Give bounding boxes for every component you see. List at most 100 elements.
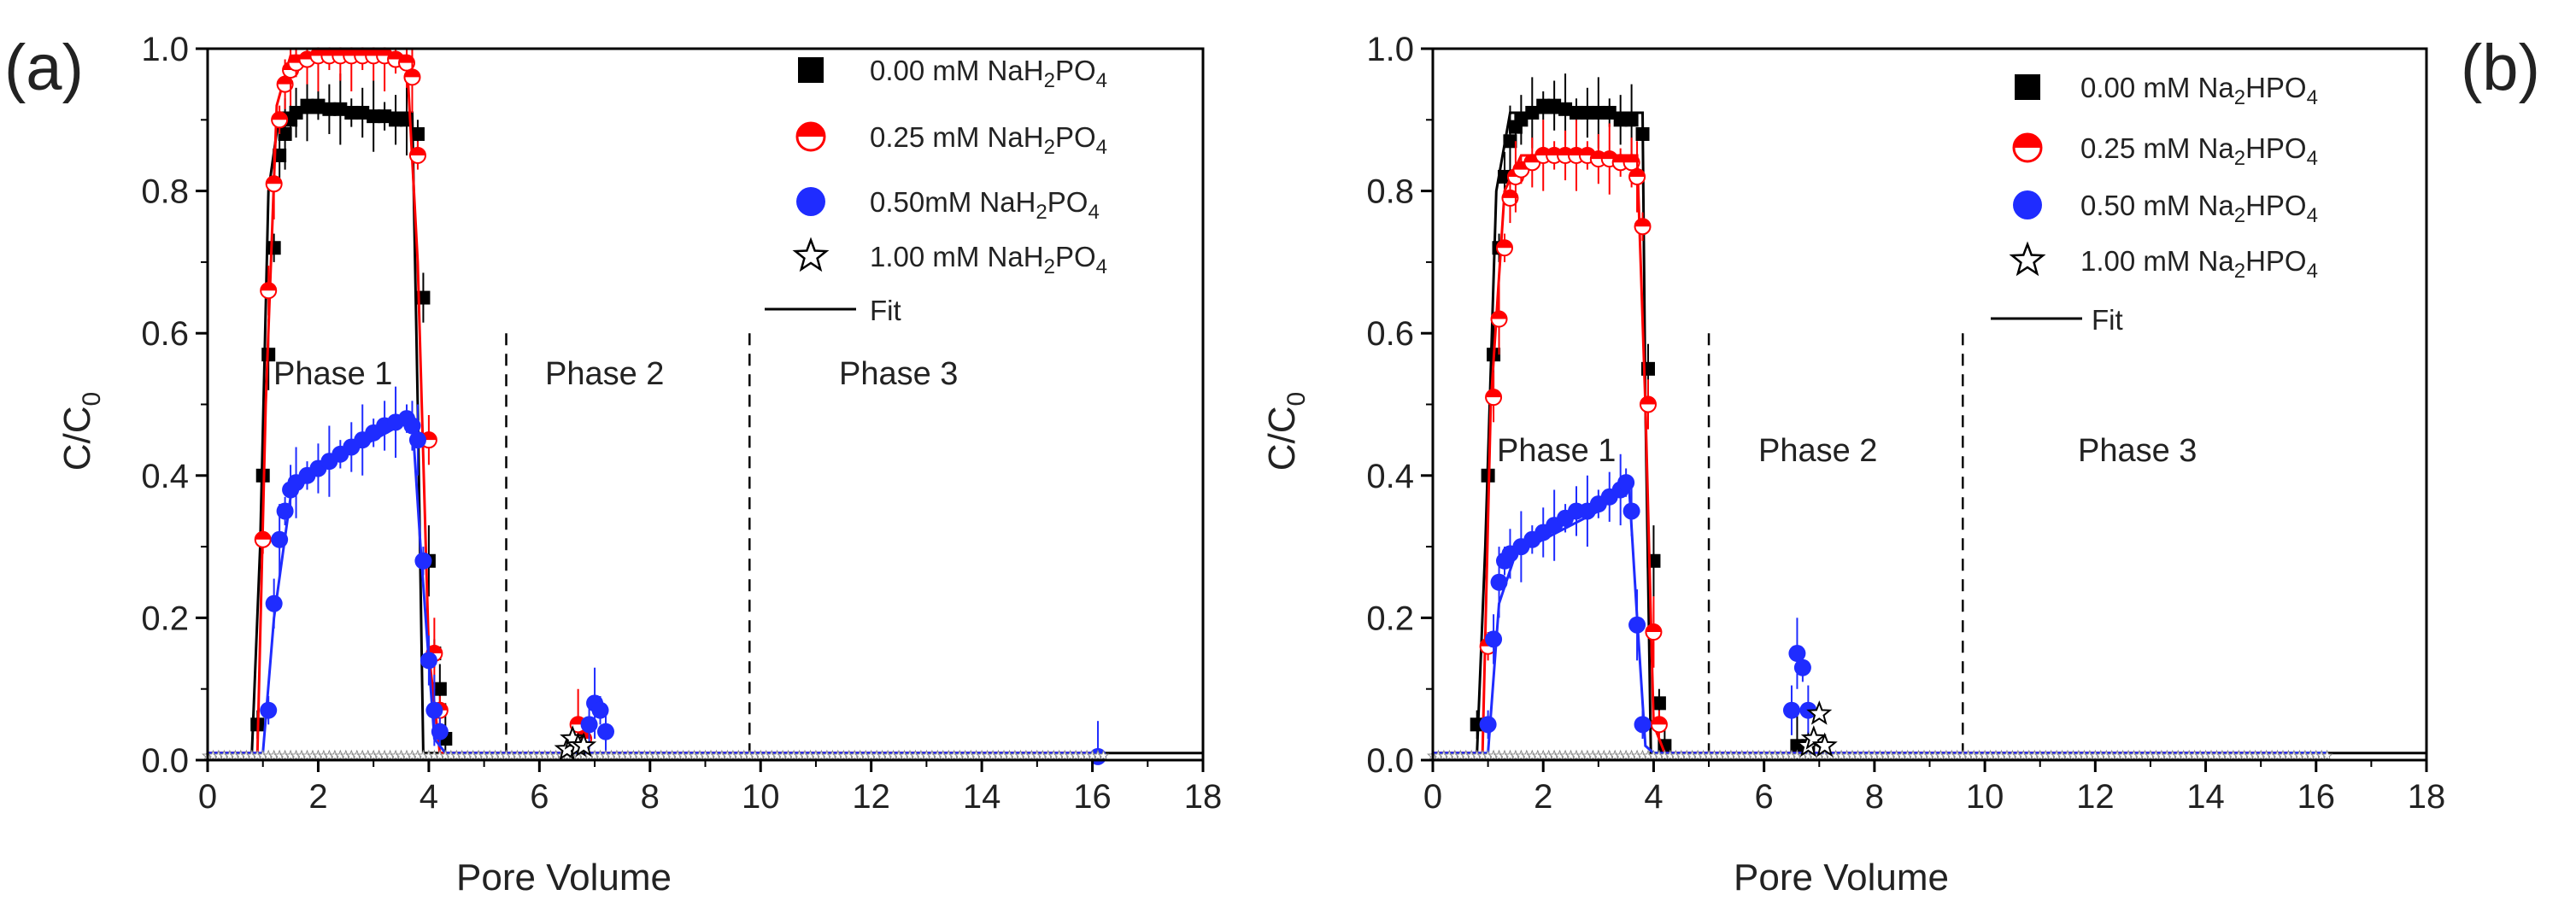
- legend-entry-a-1: 0.25 mM NaH2PO4: [795, 121, 1107, 159]
- series-a-1-point: [254, 530, 272, 548]
- x-tick-label-b: 12: [2076, 778, 2115, 816]
- series-a-0-point: [267, 241, 281, 255]
- series-a-1-point: [403, 68, 421, 86]
- legend-fit-label-b: Fit: [2092, 304, 2123, 336]
- series-b-0-point: [1525, 105, 1540, 120]
- series-b-2-point: [1793, 658, 1811, 676]
- x-tick-label-b: 18: [2408, 778, 2446, 816]
- x-tick-label-a: 12: [852, 778, 890, 816]
- series-b-1-point: [1578, 146, 1596, 164]
- series-b-1-point-fill: [1502, 190, 1518, 198]
- legend-marker-half-circle-b: [2012, 132, 2043, 163]
- legend-entry-b-3: 1.00 mM Na2HPO4: [2009, 241, 2318, 283]
- series-a-0-point: [344, 105, 359, 120]
- series-b-2-point: [1782, 701, 1800, 719]
- panel-a: (a) 0 2 4 6 8 10 12 14 16 18 0.0 0.2 0.4 0.6 0.8 1.0 Po…: [4, 31, 1222, 898]
- series-b-3-point: [1800, 725, 1827, 750]
- series-a-1-point-fill: [426, 646, 443, 654]
- series-b-1-point-fill: [1646, 624, 1662, 633]
- series-b-2-point: [1622, 502, 1640, 520]
- phase-2-label-a: Phase 2: [545, 356, 664, 392]
- legend-marker-star-b: [2009, 241, 2046, 277]
- panel-b: (b) 0 2 4 6 8 10 12 14 16 18 0.0 0.2 0.4 0.6 0.8 1.0 Po…: [1261, 31, 2540, 898]
- series-b-1-point: [1495, 239, 1513, 257]
- series-b-0-point: [1591, 105, 1605, 120]
- series-a-2-point: [597, 723, 614, 740]
- legend-marker-star-a: [792, 237, 830, 272]
- series-a-0-point: [311, 98, 326, 113]
- series-b-0-point: [1514, 113, 1529, 127]
- x-tick-label-b: 14: [2186, 778, 2225, 816]
- series-b-2-point: [1485, 630, 1503, 648]
- series-b-1-point-fill: [1491, 311, 1507, 319]
- series-a-0-point: [355, 105, 370, 120]
- panel-label-a: (a): [4, 32, 84, 104]
- series-a-0-point: [410, 126, 425, 141]
- legend-marker-circle-b: [2013, 190, 2042, 219]
- series-b-1-point: [1628, 167, 1646, 185]
- x-tick-label-b: 6: [1755, 778, 1774, 816]
- series-a-0-point: [289, 105, 303, 120]
- series-b-0-point: [1536, 98, 1551, 113]
- series-a-2-point: [271, 530, 289, 548]
- legend-entry-a-fit: Fit: [765, 295, 901, 326]
- y-tick-label-b: 0.0: [1366, 742, 1414, 780]
- series-b-1-point: [1490, 310, 1508, 328]
- y-tick-label-a: 0.2: [141, 600, 189, 637]
- legend-entry-a-0: 0.00 mM NaH2PO4: [798, 55, 1107, 92]
- x-tick-label-b: 4: [1644, 778, 1663, 816]
- series-b-0-point: [1602, 105, 1617, 120]
- series-b-0-point: [1624, 113, 1639, 127]
- series-b-1-point: [1634, 218, 1652, 236]
- series-b-0-point: [1569, 105, 1583, 120]
- series-a-0-point: [432, 682, 447, 696]
- series-a-1-point-fill: [261, 283, 277, 291]
- series-b-1-point-fill: [1623, 155, 1640, 163]
- panel-label-b: (b): [2461, 32, 2540, 104]
- series-b-3-point: [1806, 700, 1833, 725]
- series-a-0-point: [278, 126, 292, 141]
- legend-marker-half-circle-a: [795, 121, 826, 152]
- series-b-1-point: [1485, 389, 1503, 407]
- series-a-2-point: [580, 716, 598, 734]
- y-tick-label-a: 1.0: [141, 31, 189, 68]
- y-axis-title-b: C/C0: [1261, 392, 1311, 471]
- x-tick-label-b: 8: [1865, 778, 1884, 816]
- series-b-1-point-fill: [1579, 147, 1595, 155]
- legend-marker-square-a: [798, 57, 824, 83]
- x-tick-label-b: 16: [2297, 778, 2336, 816]
- x-tick-label-b: 10: [1966, 778, 2004, 816]
- series-a-1-point: [387, 50, 405, 68]
- phase-3-label-a: Phase 3: [839, 356, 958, 392]
- phase-1-label-a: Phase 1: [273, 356, 392, 392]
- legend-label-a-1: 0.25 mM NaH2PO4: [870, 121, 1107, 159]
- legend-marker-circle-a: [796, 187, 825, 216]
- series-a-1-point: [260, 282, 278, 300]
- series-b-2-point: [1479, 716, 1497, 734]
- y-tick-label-b: 1.0: [1366, 31, 1414, 68]
- series-a-3-baseline-mark: [1097, 749, 1110, 762]
- x-tick-label-b: 2: [1534, 778, 1552, 816]
- series-a-1-point-fill: [377, 48, 393, 56]
- legend-b: 0.00 mM Na2HPO4 0.25 mM Na2HPO4 0.50 mM …: [1991, 72, 2318, 336]
- series-a-0-point: [389, 113, 403, 127]
- legend-entry-b-0: 0.00 mM Na2HPO4: [2015, 72, 2318, 109]
- x-tick-label-a: 14: [963, 778, 1001, 816]
- plot-area-a: 0 2 4 6 8 10 12 14 16 18 0.0 0.2 0.4 0.6 0.8 1.0: [141, 31, 1222, 816]
- series-b-1-point-fill: [1651, 717, 1667, 725]
- phase-1-label-b: Phase 1: [1497, 433, 1616, 469]
- legend-marker-square-b: [2015, 74, 2040, 100]
- series-b-0-point: [1558, 102, 1573, 116]
- phase-3-label-b: Phase 3: [2078, 433, 2197, 469]
- series-a-2-point: [425, 701, 443, 719]
- series-a-2-point: [591, 701, 609, 719]
- series-a-1-point-fill: [409, 147, 425, 155]
- x-tick-label-a: 6: [530, 778, 549, 816]
- legend-fit-label-a: Fit: [870, 295, 901, 326]
- series-b-3-baseline-mark: [2321, 749, 2333, 762]
- series-b-2-point: [1617, 474, 1635, 492]
- series-a-2-fit-line: [208, 416, 1093, 755]
- series-a-1-point-fill: [399, 55, 414, 63]
- y-tick-label-a: 0.0: [141, 742, 189, 780]
